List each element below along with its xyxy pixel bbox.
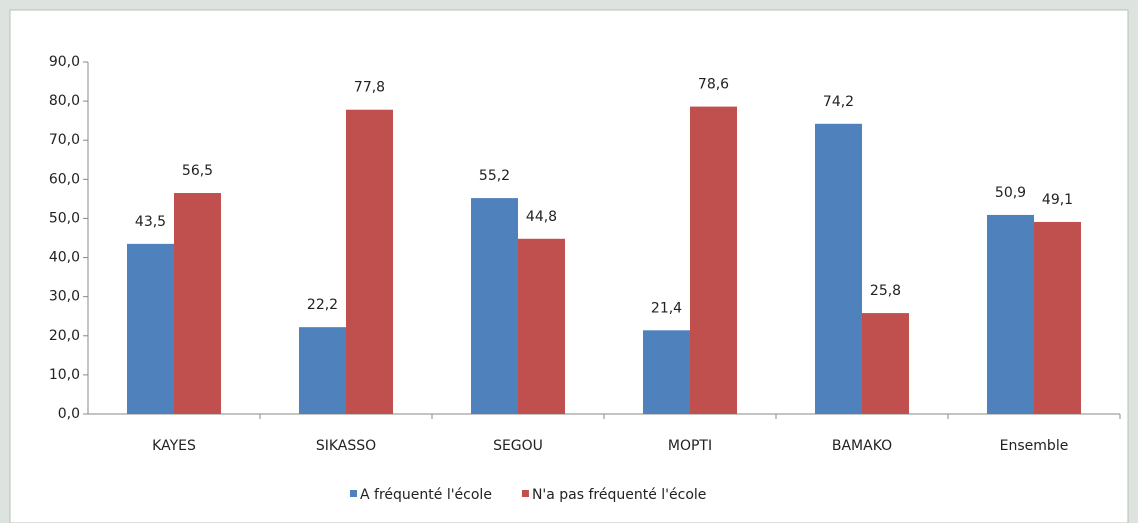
y-tick-label: 30,0: [49, 289, 80, 305]
value-label: 43,5: [135, 214, 166, 230]
bar: [643, 330, 690, 414]
value-label: 56,5: [182, 163, 213, 179]
value-label: 50,9: [995, 185, 1026, 201]
x-tick-label: MOPTI: [668, 438, 712, 454]
y-tick-label: 90,0: [49, 54, 80, 70]
y-tick-label: 40,0: [49, 250, 80, 266]
bar: [471, 198, 518, 414]
bar: [299, 327, 346, 414]
legend-label: A fréquenté l'école: [360, 487, 492, 503]
bar: [127, 243, 174, 414]
bar: [862, 313, 909, 414]
value-label: 22,2: [307, 297, 338, 313]
bar: [690, 106, 737, 414]
y-tick-label: 50,0: [49, 210, 80, 226]
y-tick-label: 60,0: [49, 171, 80, 187]
value-label: 21,4: [651, 300, 682, 316]
y-tick-label: 80,0: [49, 93, 80, 109]
x-tick-label: SEGOU: [493, 438, 543, 454]
value-label: 49,1: [1042, 192, 1073, 208]
legend-swatch: [350, 490, 357, 497]
x-tick-label: Ensemble: [1000, 438, 1069, 454]
bar: [815, 123, 862, 414]
bar: [346, 109, 393, 415]
value-label: 78,6: [698, 77, 729, 93]
bar: [1034, 221, 1081, 414]
value-label: 25,8: [870, 283, 901, 299]
y-tick-label: 0,0: [58, 406, 80, 422]
x-tick-label: BAMAKO: [832, 438, 892, 454]
bar: [518, 238, 565, 414]
value-label: 55,2: [479, 168, 510, 184]
bar: [987, 214, 1034, 414]
legend-swatch: [521, 490, 529, 497]
y-tick-label: 20,0: [49, 328, 80, 344]
x-tick-label: SIKASSO: [316, 438, 376, 454]
value-label: 77,8: [354, 80, 385, 96]
bar: [174, 193, 221, 414]
x-tick-label: KAYES: [152, 438, 196, 454]
y-tick-label: 10,0: [49, 367, 80, 383]
value-label: 44,8: [526, 209, 557, 225]
y-tick-label: 70,0: [49, 132, 80, 148]
legend-label: N'a pas fréquenté l'école: [532, 487, 706, 503]
value-label: 74,2: [823, 94, 854, 110]
